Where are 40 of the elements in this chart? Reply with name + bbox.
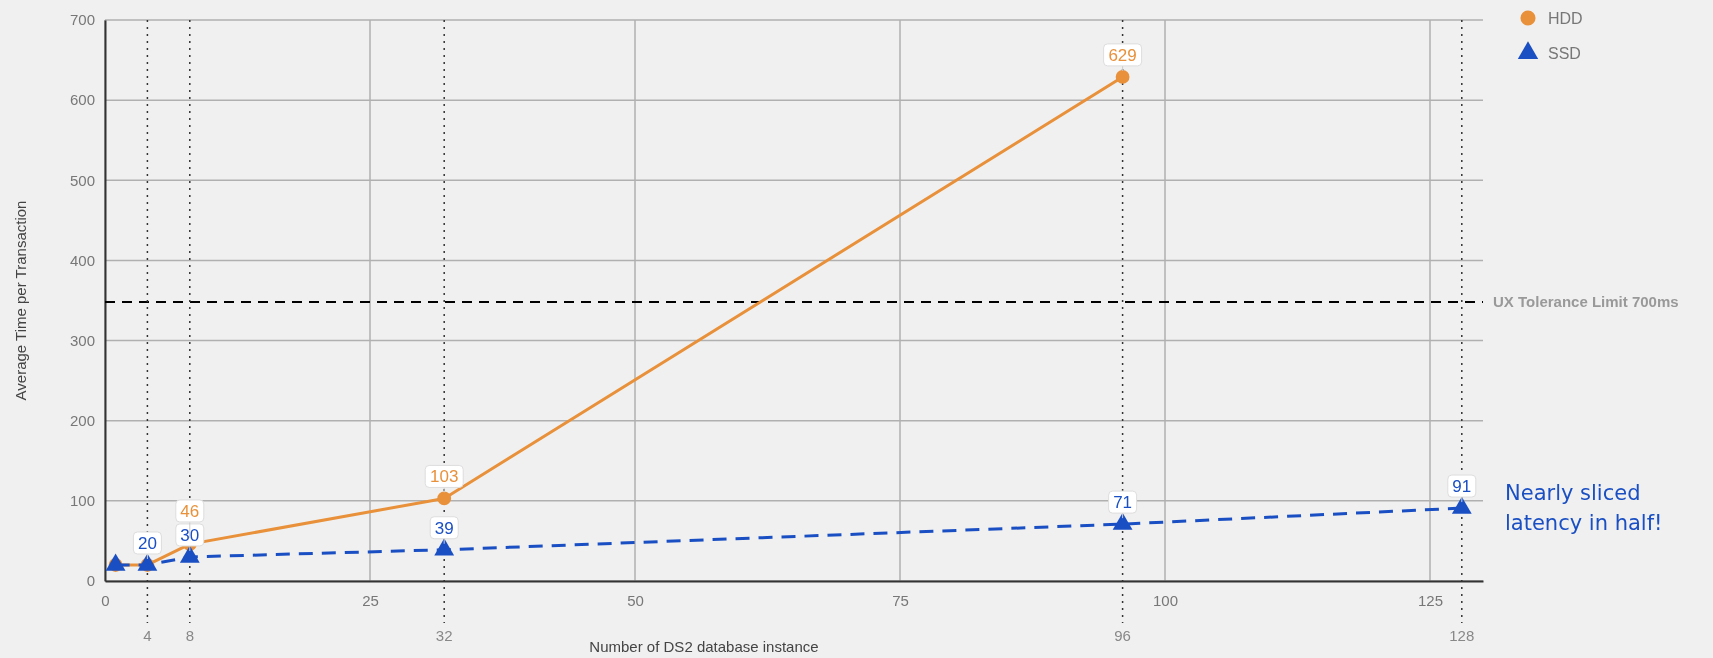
data-label: 20 (137, 533, 157, 553)
data-label: 39 (434, 518, 454, 538)
y-tick-label: 500 (69, 171, 95, 189)
ref-line-label: 4 (143, 627, 152, 644)
point (1451, 496, 1472, 514)
y-tick-label: 700 (69, 11, 95, 29)
ref-line-label: 96 (1114, 627, 1131, 644)
point (179, 545, 200, 563)
x-axis-title: Number of DS2 database instance (589, 638, 819, 655)
data-label: 71 (1113, 493, 1133, 513)
ref-line-label: 32 (435, 627, 453, 644)
data-label: 91 (1452, 477, 1472, 497)
x-tick-label: 75 (892, 591, 909, 609)
x-tick-label: 100 (1152, 591, 1179, 609)
ref-line-label: 128 (1449, 627, 1475, 644)
point (434, 538, 455, 556)
data-label: 103 (430, 467, 459, 487)
legend-label: HDD (1548, 10, 1583, 27)
y-tick-label: 400 (69, 251, 95, 269)
y-tick-label: 0 (86, 572, 95, 590)
point (137, 553, 158, 571)
ref-line-label: 8 (185, 627, 194, 644)
x-tick-label: 25 (362, 591, 379, 609)
y-axis-title: Average Time per Transaction (12, 200, 29, 401)
y-tick-label: 300 (69, 331, 95, 349)
y-tick-label: 100 (69, 492, 95, 510)
x-tick-label: 50 (627, 591, 644, 609)
x-tick-label: 125 (1417, 591, 1444, 609)
legend-label: SSD (1548, 45, 1581, 62)
data-label: 30 (180, 525, 200, 545)
x-tick-label: 0 (101, 591, 110, 609)
point (105, 553, 126, 571)
y-tick-label: 600 (69, 91, 95, 109)
data-label: 629 (1108, 45, 1137, 65)
text: Nearly sliced latency in half! (1505, 481, 1663, 535)
ref-line-label: UX Tolerance Limit 700ms (1493, 293, 1679, 311)
data-label: 46 (180, 501, 200, 521)
point (1112, 512, 1133, 530)
y-tick-label: 200 (69, 412, 95, 430)
point (1115, 70, 1130, 84)
